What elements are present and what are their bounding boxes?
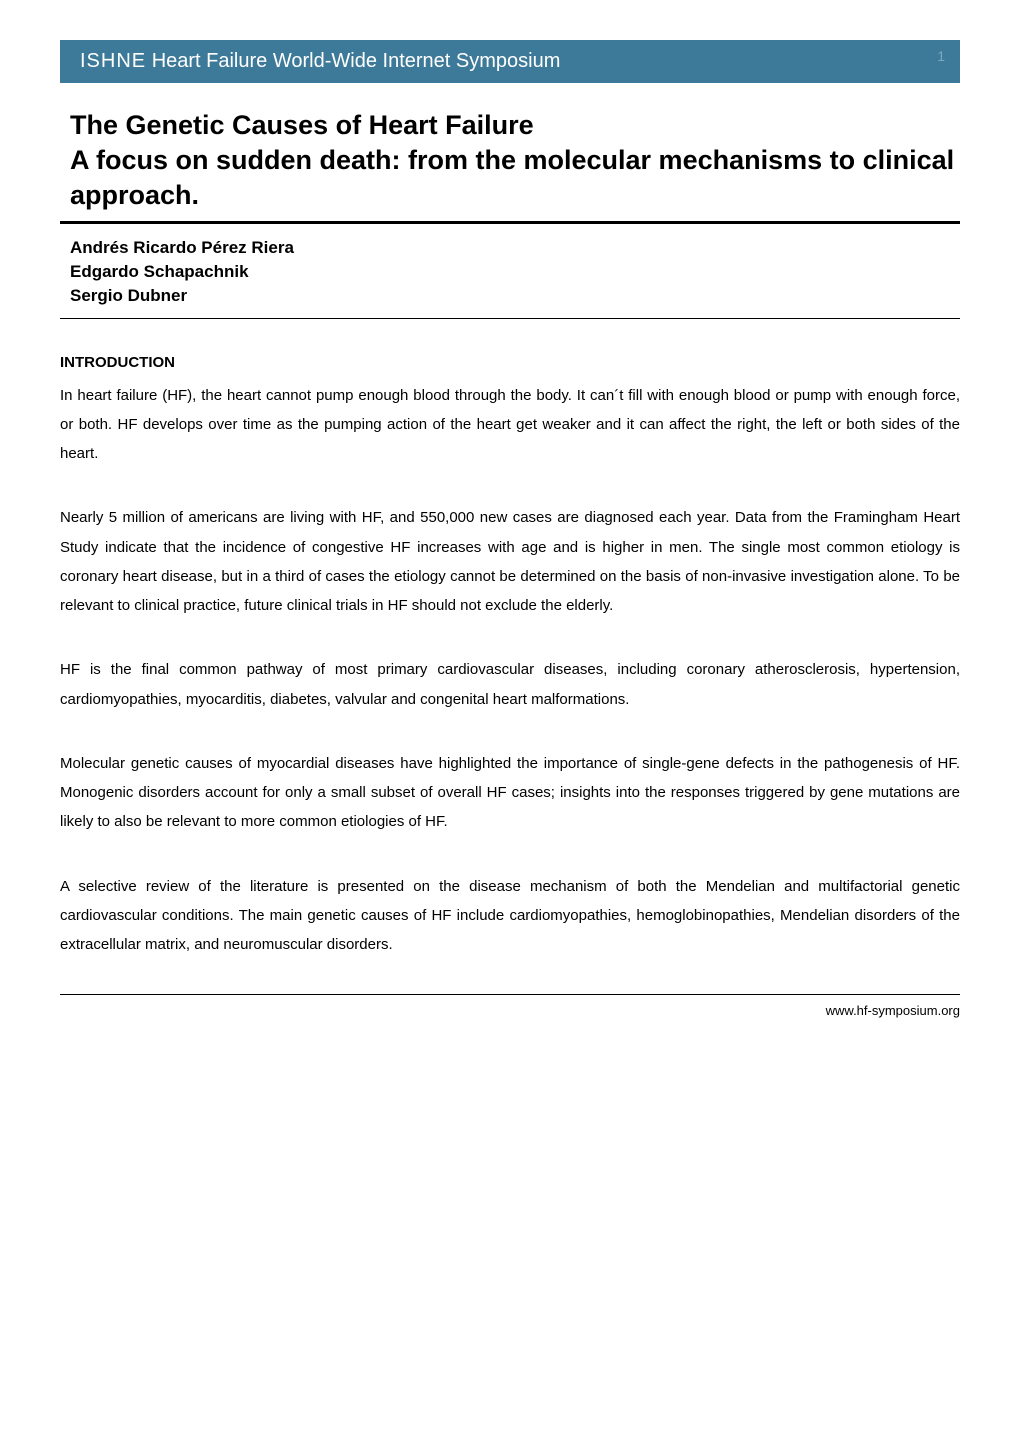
paragraph-4: Molecular genetic causes of myocardial d… [60, 749, 960, 837]
authors-block: Andrés Ricardo Pérez Riera Edgardo Schap… [60, 236, 960, 307]
paragraph-3: HF is the final common pathway of most p… [60, 655, 960, 714]
page-number: 1 [937, 48, 945, 64]
banner-rest-text: World-Wide Internet Symposium [273, 50, 561, 72]
author-3: Sergio Dubner [70, 284, 960, 308]
author-2: Edgardo Schapachnik [70, 260, 960, 284]
header-banner: ISHNE Heart Failure World-Wide Internet … [60, 40, 960, 83]
title-line-2: A focus on sudden death: from the molecu… [70, 145, 954, 210]
title-divider [60, 221, 960, 224]
paragraph-1: In heart failure (HF), the heart cannot … [60, 381, 960, 469]
author-1: Andrés Ricardo Pérez Riera [70, 236, 960, 260]
banner-hf-text: Heart Failure [152, 50, 268, 72]
footer-divider [60, 994, 960, 995]
paragraph-2: Nearly 5 million of americans are living… [60, 503, 960, 620]
footer-url: www.hf-symposium.org [60, 1003, 960, 1018]
paper-title: The Genetic Causes of Heart Failure A fo… [60, 108, 960, 213]
banner-ishne-text: ISHNE [80, 50, 146, 72]
section-heading-introduction: INTRODUCTION [60, 354, 960, 371]
paragraph-5: A selective review of the literature is … [60, 872, 960, 960]
title-line-1: The Genetic Causes of Heart Failure [70, 110, 534, 140]
author-divider [60, 318, 960, 319]
